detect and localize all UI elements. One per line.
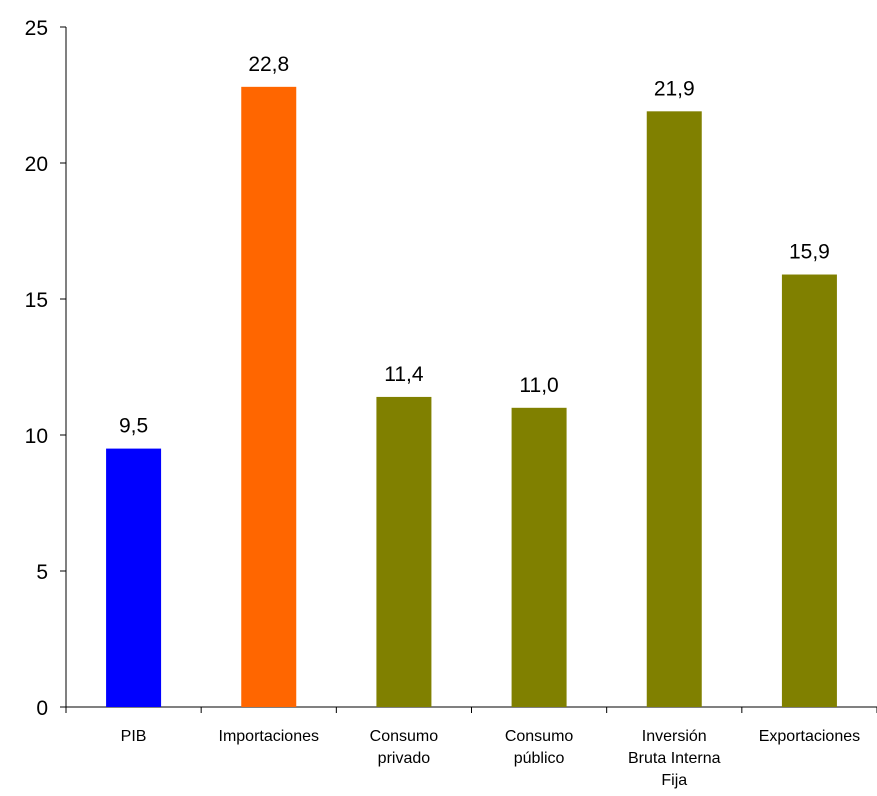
axes	[60, 26, 877, 713]
x-category-label: Importaciones	[219, 728, 320, 745]
bar-value-label: 11,0	[519, 374, 558, 397]
bar-value-label: 22,8	[248, 53, 289, 76]
x-category-label-line: Importaciones	[219, 728, 320, 745]
x-category-label: Exportaciones	[759, 728, 860, 745]
y-tick-label: 15	[25, 289, 48, 312]
x-category-label-line: Consumo	[370, 728, 439, 745]
bar-value-label: 9,5	[119, 415, 148, 438]
bar	[646, 111, 702, 707]
x-category-label-line: PIB	[121, 728, 147, 745]
y-tick-label: 0	[36, 697, 48, 720]
x-category-label-line: Fija	[661, 772, 687, 789]
bar	[511, 407, 567, 707]
y-tick-label: 20	[25, 153, 48, 176]
x-category-label-line: Inversión	[642, 728, 707, 745]
x-category-label-line: privado	[378, 750, 431, 767]
x-category-label: Consumo público	[505, 728, 574, 767]
y-tick-label: 5	[36, 561, 48, 584]
labels: 0 5 10 15 20 25 9,5 PIB 22,8 Importaciones 11,4 Con…	[25, 17, 860, 789]
bar	[781, 274, 837, 707]
y-tick-label: 10	[25, 425, 48, 448]
bar	[241, 86, 297, 708]
y-tick-label: 25	[25, 17, 48, 40]
x-category-label-line: Consumo	[505, 728, 574, 745]
bar-value-label: 21,9	[654, 77, 695, 100]
bars	[106, 86, 837, 708]
bar	[106, 448, 162, 707]
bar-value-label: 15,9	[789, 241, 830, 264]
x-category-label-line: Exportaciones	[759, 728, 860, 745]
bar	[376, 396, 432, 707]
x-category-label-line: Bruta Interna	[628, 750, 721, 767]
x-category-label-line: público	[514, 750, 565, 767]
bar-value-label: 11,4	[384, 363, 424, 386]
x-category-label: PIB	[121, 728, 147, 745]
x-category-label: Consumo privado	[370, 728, 439, 767]
x-category-label: Inversión Bruta Interna Fija	[628, 728, 721, 789]
